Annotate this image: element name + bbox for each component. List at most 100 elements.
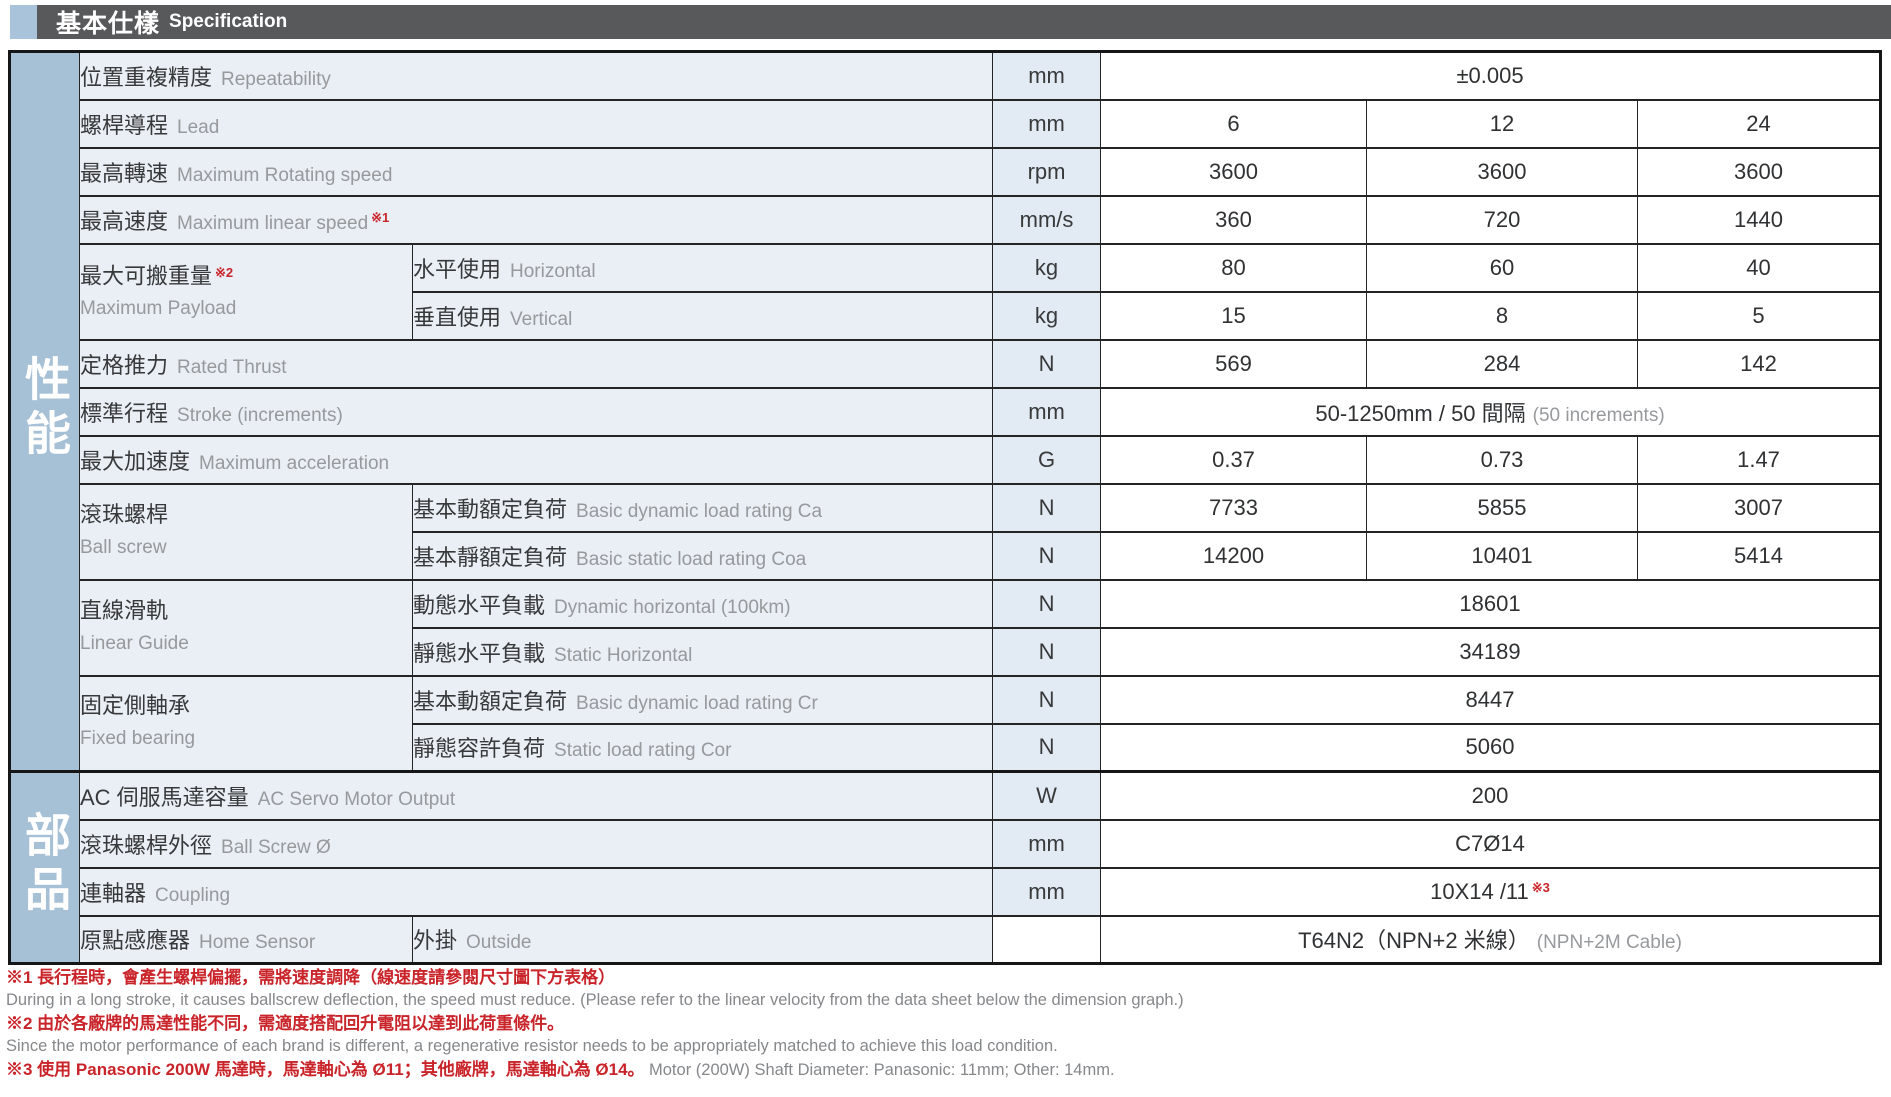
value-cell: T64N2（NPN+2 米線） (NPN+2M Cable) (1100, 914, 1881, 965)
sublabel-en: Static Horizontal (554, 644, 693, 666)
value-text: 60 (1489, 254, 1515, 280)
value-cell: 142 (1637, 338, 1881, 389)
sublabel-static-load-cor: 靜態容許負荷 Static load rating Cor (411, 722, 994, 773)
sublabel-horizontal: 水平使用 Horizontal (411, 242, 994, 293)
label-en: Rated Thrust (177, 356, 287, 378)
value-text: 284 (1483, 350, 1521, 376)
unit-text: N (1038, 542, 1055, 568)
row-max-rotating-speed: 最高轉速 Maximum Rotating speed rpm 3600 3600… (10, 146, 1881, 197)
row-screw-diameter: 滾珠螺桿外徑 Ball Screw Ø mm C7Ø14 (10, 818, 1881, 869)
value-text: 10401 (1471, 542, 1533, 568)
value-text: 8447 (1465, 686, 1515, 712)
row-ballscrew-dynamic: 滾珠螺桿 Ball screw 基本動額定負荷 Basic dynamic loa… (10, 482, 1881, 581)
value-text: 15 (1221, 302, 1246, 328)
label-zh: 螺桿導程 (80, 112, 169, 138)
label-zh: 滾珠螺桿 (80, 501, 169, 527)
unit-text: kg (1034, 254, 1059, 280)
label-zh: 最高轉速 (80, 160, 169, 186)
value-cell: 12 (1366, 98, 1639, 149)
value-cell: 3007 (1637, 482, 1881, 533)
sublabel-outside: 外掛 Outside (411, 914, 994, 965)
sublabel-static-horizontal: 靜態水平負載 Static Horizontal (411, 626, 994, 677)
value-text: 1.47 (1737, 446, 1780, 472)
section-band-parts: 部品 (9, 770, 80, 965)
row-payload-horizontal: 最大可搬重量 ※2 Maximum Payload 水平使用 Horizontal … (10, 242, 1881, 341)
unit-text: N (1038, 638, 1055, 664)
value-cell: 0.73 (1366, 434, 1639, 485)
row-guide-dynamic: 直線滑軌 Linear Guide 動態水平負載 Dynamic horizont… (10, 578, 1881, 677)
specification-table: 性能 位置重複精度 Repeatability mm ±0.005 螺桿導程 Lea… (8, 50, 1882, 965)
value-text: 40 (1746, 254, 1771, 280)
unit-cell: mm (992, 98, 1102, 149)
label-zh: 位置重複精度 (80, 64, 213, 90)
unit-cell: mm (992, 866, 1102, 917)
value-text: 569 (1215, 350, 1252, 376)
unit-cell: N (992, 722, 1102, 773)
unit-text: N (1038, 686, 1055, 712)
sublabel-static-load-coa: 基本靜額定負荷 Basic static load rating Coa (411, 530, 994, 581)
value-cell: 3600 (1366, 146, 1639, 197)
value-note: (50 increments) (1532, 404, 1665, 426)
sublabel-zh: 水平使用 (413, 256, 502, 282)
value-text: 3007 (1734, 494, 1783, 520)
sublabel-dynamic-horizontal: 動態水平負載 Dynamic horizontal (100km) (411, 578, 994, 629)
value-cell: 10X14 /11 ※3 (1100, 866, 1881, 917)
unit-cell: mm/s (992, 194, 1102, 245)
value-text: 0.73 (1480, 446, 1524, 472)
unit-cell: mm (992, 386, 1102, 437)
value-cell: 720 (1366, 194, 1639, 245)
sublabel-zh: 動態水平負載 (413, 592, 546, 618)
label-linear-guide: 直線滑軌 Linear Guide (79, 578, 413, 677)
value-text: 3600 (1734, 158, 1783, 184)
sublabel-dynamic-load-ca: 基本動額定負荷 Basic dynamic load rating Ca (411, 482, 994, 533)
label-en: Ball screw (80, 536, 167, 558)
value-text: 34189 (1459, 638, 1521, 664)
row-rated-thrust: 定格推力 Rated Thrust N 569 284 142 (10, 338, 1881, 389)
value-text: 142 (1740, 350, 1777, 376)
value-text: 0.37 (1212, 446, 1255, 472)
footnote-3: ※3 使用 Panasonic 200W 馬達時，馬達軸心為 Ø11；其他廠牌，… (6, 1058, 1881, 1082)
row-max-acceleration: 最大加速度 Maximum acceleration G 0.37 0.73 1.… (10, 434, 1881, 485)
label-lead: 螺桿導程 Lead (78, 98, 994, 149)
value-cell: 10401 (1366, 530, 1639, 581)
label-en: Fixed bearing (80, 728, 196, 750)
label-en: Coupling (155, 884, 231, 906)
unit-cell: N (992, 674, 1102, 725)
unit-text: mm (1028, 398, 1065, 424)
label-en: Lead (177, 116, 220, 138)
value-cell: C7Ø14 (1100, 818, 1881, 869)
label-max-payload: 最大可搬重量 ※2 Maximum Payload (79, 242, 413, 341)
value-text: 5414 (1734, 542, 1783, 568)
value-cell: 40 (1637, 242, 1881, 293)
unit-text: mm (1028, 110, 1065, 136)
sublabel-en: Horizontal (510, 260, 596, 282)
row-lead: 螺桿導程 Lead mm 6 12 24 (10, 98, 1881, 149)
value-text: 24 (1746, 110, 1771, 136)
page-title-zh: 基本仕樣 (56, 10, 161, 38)
value-text: 3600 (1209, 158, 1258, 184)
label-home-sensor: 原點感應器 Home Sensor (79, 914, 413, 965)
value-cell: 34189 (1100, 626, 1881, 677)
sublabel-zh: 基本靜額定負荷 (413, 544, 568, 570)
value-cell: ±0.005 (1100, 50, 1881, 101)
value-text: 50-1250mm / 50 間隔 (1315, 400, 1526, 426)
performance-section-label: 性能 (19, 355, 71, 463)
row-bearing-static: 靜態容許負荷 Static load rating Cor N 5060 (10, 722, 1881, 773)
value-text: 8 (1495, 302, 1509, 328)
unit-text: mm (1028, 878, 1065, 904)
value-text: T64N2（NPN+2 米線） (1298, 928, 1530, 954)
unit-cell: mm (992, 50, 1102, 101)
value-text: 3600 (1477, 158, 1527, 184)
label-en: Stroke (increments) (177, 404, 343, 426)
value-text: 1440 (1734, 206, 1783, 232)
label-en: Maximum Payload (80, 298, 237, 320)
footnote-2-en: Since the motor performance of each bran… (6, 1037, 1058, 1055)
value-text: 5855 (1477, 494, 1527, 520)
row-payload-vertical: 垂直使用 Vertical kg 15 8 5 (10, 290, 1881, 341)
sublabel-en: Static load rating Cor (554, 740, 732, 762)
value-text: 18601 (1459, 590, 1521, 616)
value-cell: 1.47 (1637, 434, 1881, 485)
header-bar: 基本仕樣 Specification (37, 5, 1891, 39)
unit-cell: N (992, 338, 1102, 389)
value-cell: 5060 (1100, 722, 1881, 773)
